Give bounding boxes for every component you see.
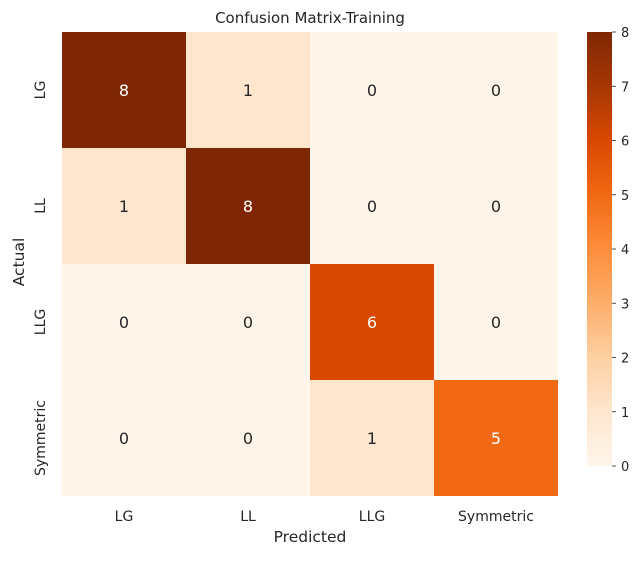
y-axis-label: Actual (10, 238, 28, 287)
colorbar-tick-labels: 0 1 2 3 4 5 6 7 8 (612, 26, 629, 475)
colorbar: 0 1 2 3 4 5 6 7 8 (587, 26, 629, 475)
x-axis-label: Predicted (274, 528, 347, 546)
cell-value-label: 1 (243, 81, 253, 100)
colorbar-tick-label: 5 (621, 189, 629, 204)
heatmap-cell (186, 380, 310, 496)
cell-value-label: 0 (491, 313, 501, 332)
cell-value-label: 0 (491, 81, 501, 100)
x-tick-label: LL (240, 509, 256, 525)
cell-value-label: 0 (243, 429, 253, 448)
colorbar-tick-label: 4 (621, 243, 629, 258)
cell-value-label: 0 (119, 313, 129, 332)
heatmap-cell (310, 264, 434, 380)
cell-value-label: 5 (491, 429, 501, 448)
heatmap-cell (310, 148, 434, 264)
cell-value-label: 8 (119, 81, 129, 100)
heatmap-cell (186, 264, 310, 380)
cell-value-label: 0 (491, 197, 501, 216)
x-tick-labels: LG LL LLG Symmetric (115, 509, 534, 525)
heatmap-cell (62, 32, 186, 148)
cell-value-label: 0 (119, 429, 129, 448)
heatmap-cell (62, 264, 186, 380)
heatmap-cell (434, 148, 558, 264)
cell-value-label: 0 (367, 81, 377, 100)
colorbar-tick-label: 8 (621, 26, 629, 41)
x-tick-label: LLG (359, 509, 385, 525)
colorbar-tick-label: 1 (621, 406, 629, 421)
cell-value-label: 0 (367, 197, 377, 216)
heatmap-cell (434, 380, 558, 496)
heatmap-cell (434, 32, 558, 148)
heatmap-cell (310, 380, 434, 496)
cell-value-label: 8 (243, 197, 253, 216)
y-tick-labels: LG LL LLG Symmetric (33, 81, 49, 476)
colorbar-tick-label: 7 (621, 80, 629, 95)
cell-value-label: 0 (243, 313, 253, 332)
cell-value-label: 6 (367, 313, 377, 332)
colorbar-tick-label: 2 (621, 352, 629, 367)
cell-value-label: 1 (367, 429, 377, 448)
heatmap-cells (62, 32, 558, 496)
cell-value-label: 1 (119, 197, 129, 216)
y-tick-label: LLG (33, 309, 49, 335)
x-tick-label: Symmetric (458, 509, 534, 525)
colorbar-tick-label: 6 (621, 135, 629, 150)
heatmap-cell (62, 148, 186, 264)
x-tick-label: LG (115, 509, 134, 525)
heatmap-cell (186, 32, 310, 148)
heatmap-cell (434, 264, 558, 380)
colorbar-tick-label: 3 (621, 297, 629, 312)
y-tick-label: LG (33, 81, 49, 100)
heatmap-cell (310, 32, 434, 148)
chart-title: Confusion Matrix-Training (215, 9, 405, 27)
heatmap-cell-labels: 8 1 0 0 1 8 0 0 0 0 6 0 0 0 1 5 (119, 81, 501, 448)
y-tick-label: Symmetric (33, 400, 49, 476)
colorbar-gradient (587, 32, 612, 466)
y-tick-label: LL (33, 198, 49, 214)
colorbar-tick-label: 0 (621, 460, 629, 475)
heatmap-cell (62, 380, 186, 496)
heatmap-cell (186, 148, 310, 264)
